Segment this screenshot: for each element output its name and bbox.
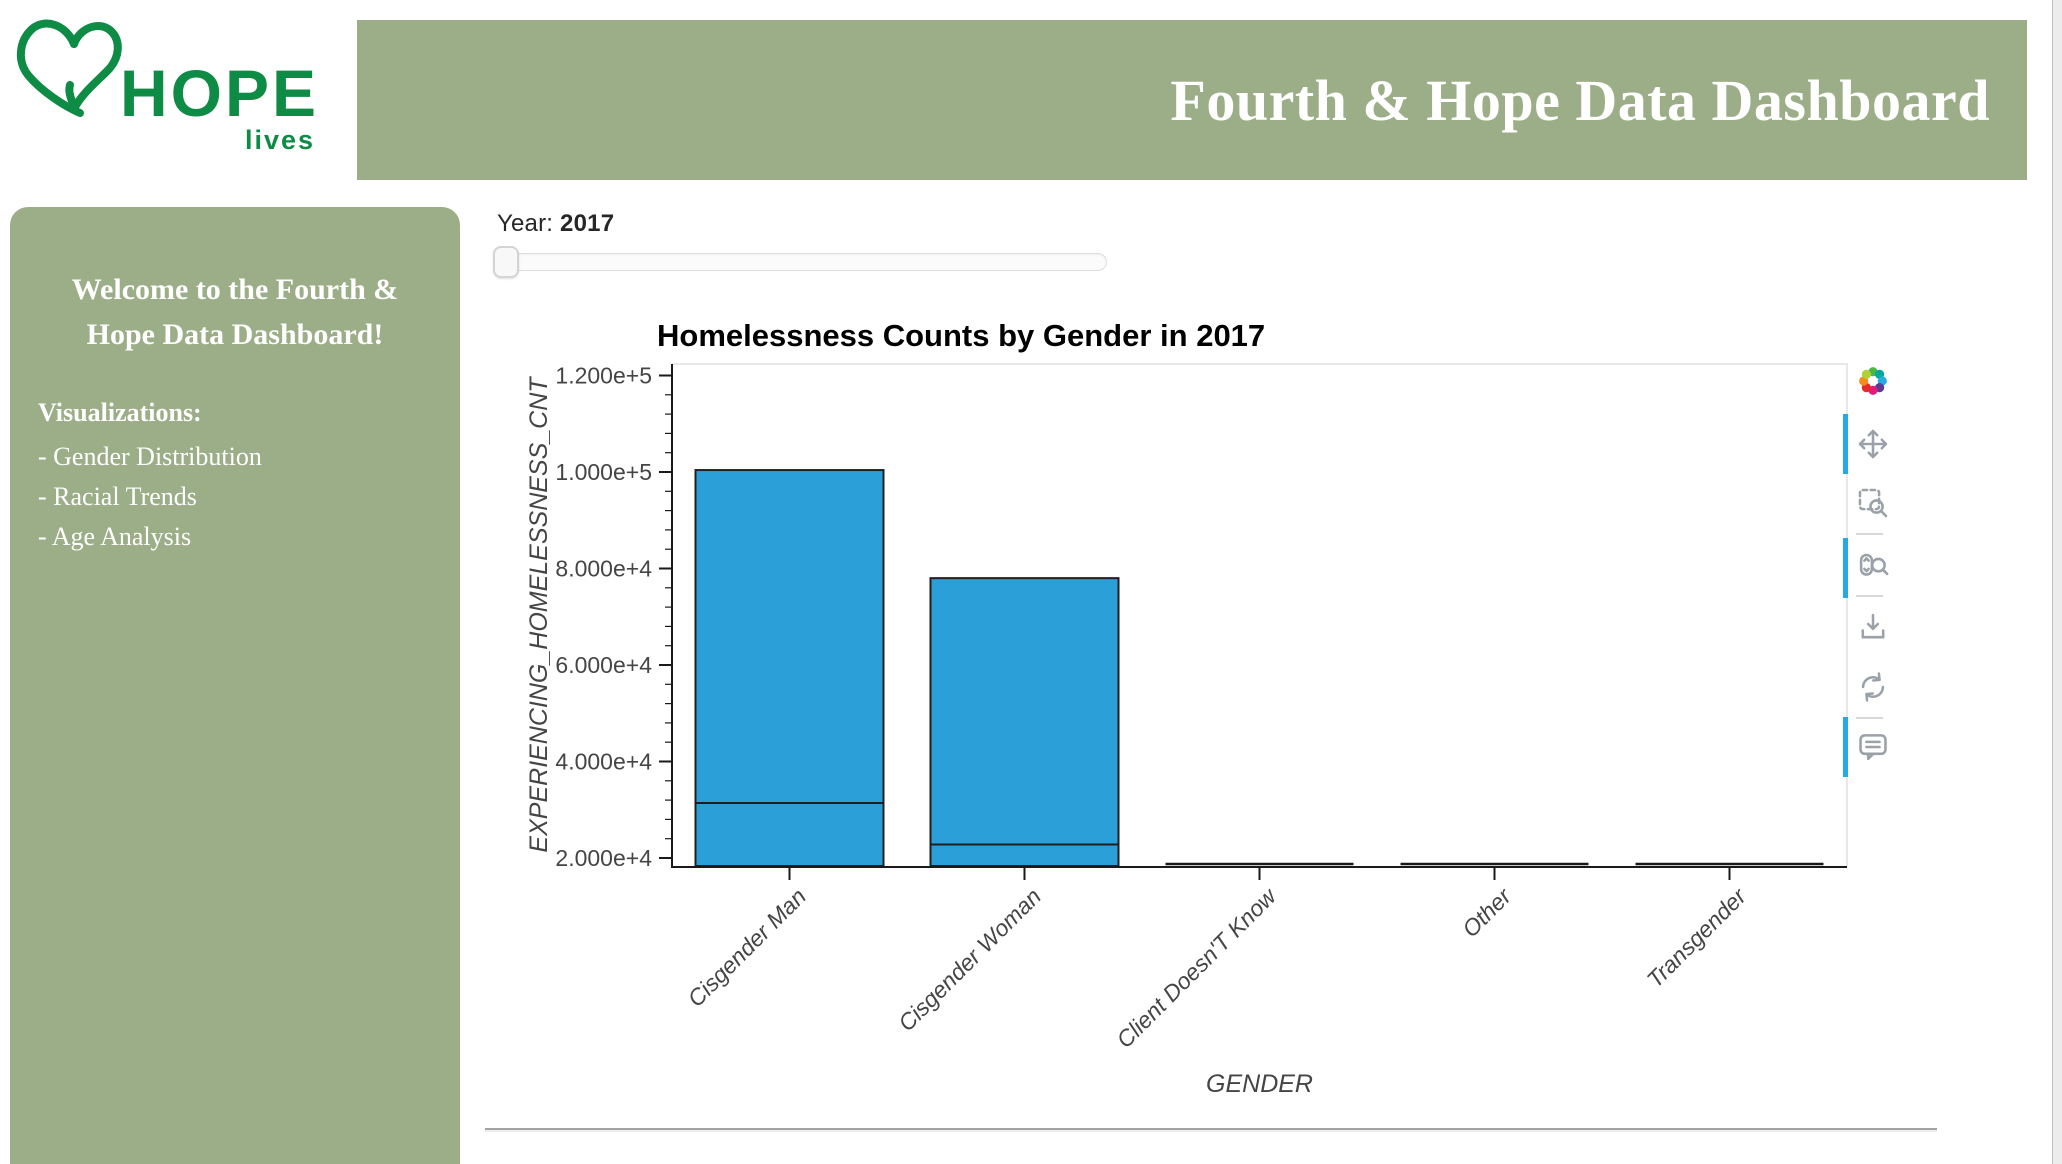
pan-tool-button[interactable]	[1843, 414, 1890, 474]
gender-bar-chart: Homelessness Counts by Gender in 2017 2.0…	[490, 308, 1870, 1108]
toolbar-divider	[1856, 595, 1883, 597]
sidebar-item-gender-distribution: - Gender Distribution	[38, 442, 262, 471]
page-title: Fourth & Hope Data Dashboard	[1170, 67, 1990, 133]
save-icon	[1861, 613, 1885, 639]
year-value: 2017	[560, 210, 615, 237]
heart-icon	[17, 19, 122, 117]
year-label-text: Year:	[497, 210, 554, 237]
bokeh-toolbar	[1843, 362, 1895, 802]
x-tick-label: Cisgender Man	[682, 883, 811, 1012]
sidebar-welcome: Welcome to the Fourth & Hope Data Dashbo…	[10, 267, 460, 357]
bar-0	[694, 469, 885, 867]
y-tick-label: 2.000e+4	[555, 845, 652, 871]
y-tick-label: 1.000e+5	[555, 459, 652, 485]
browser-scrollbar[interactable]	[2052, 0, 2062, 1164]
year-slider-handle[interactable]	[493, 246, 519, 278]
bar-1	[929, 577, 1120, 867]
hope-lives-logo: HOPE lives	[17, 19, 319, 155]
box-zoom-icon	[1858, 488, 1888, 518]
year-slider-label: Year: 2017	[497, 210, 614, 238]
toolbar-divider	[1856, 717, 1883, 719]
header-banner: Fourth & Hope Data Dashboard	[357, 20, 2027, 180]
wheel-zoom-icon	[1859, 553, 1889, 576]
reset-tool-button[interactable]	[1856, 670, 1890, 704]
hover-icon	[1859, 734, 1887, 761]
year-slider[interactable]	[493, 245, 1108, 285]
x-tick-label: Client Doesn'T Know	[1111, 882, 1282, 1053]
save-tool-button[interactable]	[1856, 610, 1890, 644]
toolbar-divider	[1856, 533, 1883, 535]
gender-bar-chart-canvas: Homelessness Counts by Gender in 2017 2.0…	[525, 318, 1848, 1098]
active-tool-indicator	[1843, 717, 1848, 777]
x-tick-label: Cisgender Woman	[893, 883, 1046, 1036]
hover-tool-button[interactable]	[1843, 717, 1890, 777]
y-axis-title: EXPERIENCING_HOMELESSNESS_CNT	[525, 376, 553, 853]
content-divider	[485, 1128, 1937, 1132]
sidebar-welcome-line2: Hope Data Dashboard!	[86, 318, 384, 351]
y-tick-label: 6.000e+4	[555, 652, 652, 678]
bokeh-logo-icon[interactable]	[1856, 364, 1890, 398]
wheel-zoom-tool-button[interactable]	[1843, 538, 1890, 598]
x-tick-label: Transgender	[1642, 882, 1752, 992]
year-slider-track[interactable]	[498, 253, 1107, 271]
active-tool-indicator	[1843, 414, 1848, 474]
sidebar-item-racial-trends: - Racial Trends	[38, 482, 197, 511]
y-tick-label: 4.000e+4	[555, 749, 652, 775]
y-tick-label: 1.200e+5	[555, 363, 652, 389]
chart-title: Homelessness Counts by Gender in 2017	[657, 318, 1265, 353]
logo-tagline-text: lives	[245, 125, 315, 155]
sidebar-section-title: Visualizations:	[38, 398, 202, 427]
pan-icon	[1858, 429, 1888, 459]
y-tick-label: 8.000e+4	[555, 556, 652, 582]
x-tick-label: Other	[1457, 882, 1517, 942]
sidebar-item-age-analysis: - Age Analysis	[38, 522, 192, 551]
sidebar: Welcome to the Fourth & Hope Data Dashbo…	[10, 207, 460, 1164]
sidebar-welcome-line1: Welcome to the Fourth &	[71, 273, 399, 306]
reset-icon	[1861, 672, 1885, 702]
x-axis-title: GENDER	[1206, 1070, 1313, 1098]
logo-brand-text: HOPE	[120, 56, 319, 130]
active-tool-indicator	[1843, 538, 1848, 598]
box-zoom-tool-button[interactable]	[1856, 486, 1890, 520]
